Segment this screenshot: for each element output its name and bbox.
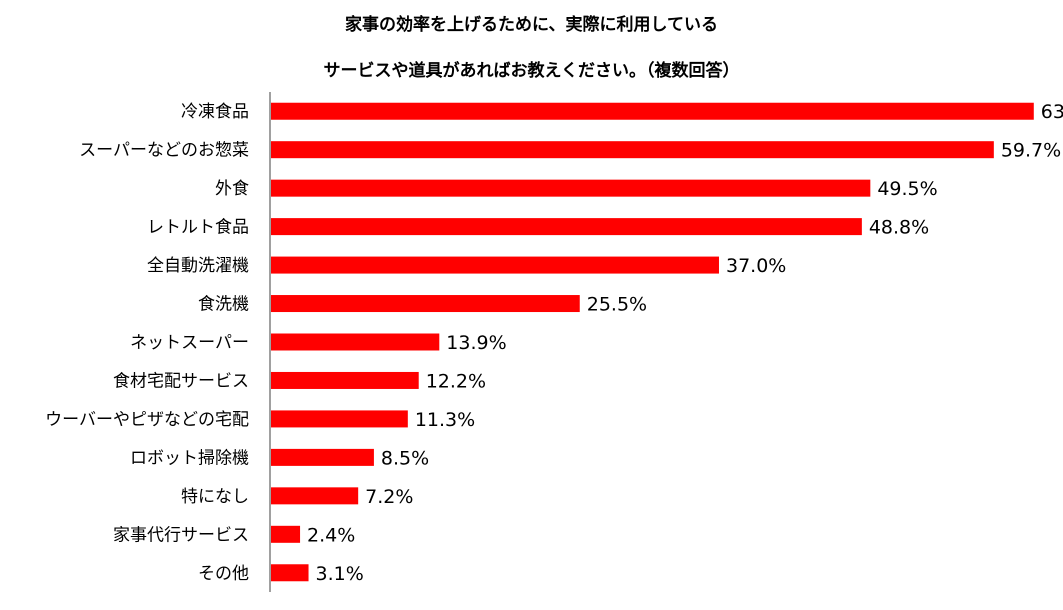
category-label: スーパーなどのお惣菜: [79, 141, 249, 161]
bar: [271, 371, 419, 389]
category-label: ネットスーパー: [130, 333, 249, 353]
bar: [271, 295, 580, 313]
category-label: 家事代行サービス: [113, 525, 249, 545]
value-label: 25.5%: [587, 294, 647, 316]
bar: [271, 102, 1034, 120]
value-label: 2.4%: [307, 524, 355, 546]
category-label: 冷凍食品: [181, 102, 249, 122]
bar: [271, 179, 871, 197]
value-label: 3.1%: [316, 563, 364, 585]
bar: [271, 448, 374, 466]
bar: [271, 487, 359, 505]
category-label: 全自動洗濯機: [147, 256, 249, 276]
category-label: その他: [198, 564, 249, 584]
bar: [271, 256, 719, 274]
value-label: 13.9%: [446, 332, 506, 354]
category-label: 食洗機: [198, 295, 249, 315]
value-label: 63.0%: [1041, 101, 1063, 123]
bar: [271, 333, 440, 351]
value-label: 11.3%: [415, 409, 475, 431]
chart-title-line-1: 家事の効率を上げるために、実際に利用している: [345, 15, 718, 35]
value-label: 7.2%: [365, 486, 413, 508]
bar: [271, 141, 994, 159]
value-label: 8.5%: [381, 447, 429, 469]
chart-title-line-2: サービスや道具があればお教えください。（複数回答）: [323, 61, 740, 81]
value-label: 49.5%: [877, 178, 937, 200]
value-label: 37.0%: [726, 255, 786, 277]
bar: [271, 218, 862, 236]
bar: [271, 410, 408, 428]
value-label: 12.2%: [426, 370, 486, 392]
category-label: ロボット掃除機: [130, 448, 249, 468]
value-label: 48.8%: [869, 217, 929, 239]
category-label: 食材宅配サービス: [113, 371, 249, 391]
category-label: 特になし: [181, 487, 249, 507]
category-label: レトルト食品: [147, 218, 249, 238]
bar: [271, 564, 309, 582]
bar: [271, 525, 301, 543]
category-label: 外食: [215, 179, 249, 199]
category-label: ウーバーやピザなどの宅配: [45, 410, 249, 430]
value-label: 59.7%: [1001, 140, 1061, 162]
